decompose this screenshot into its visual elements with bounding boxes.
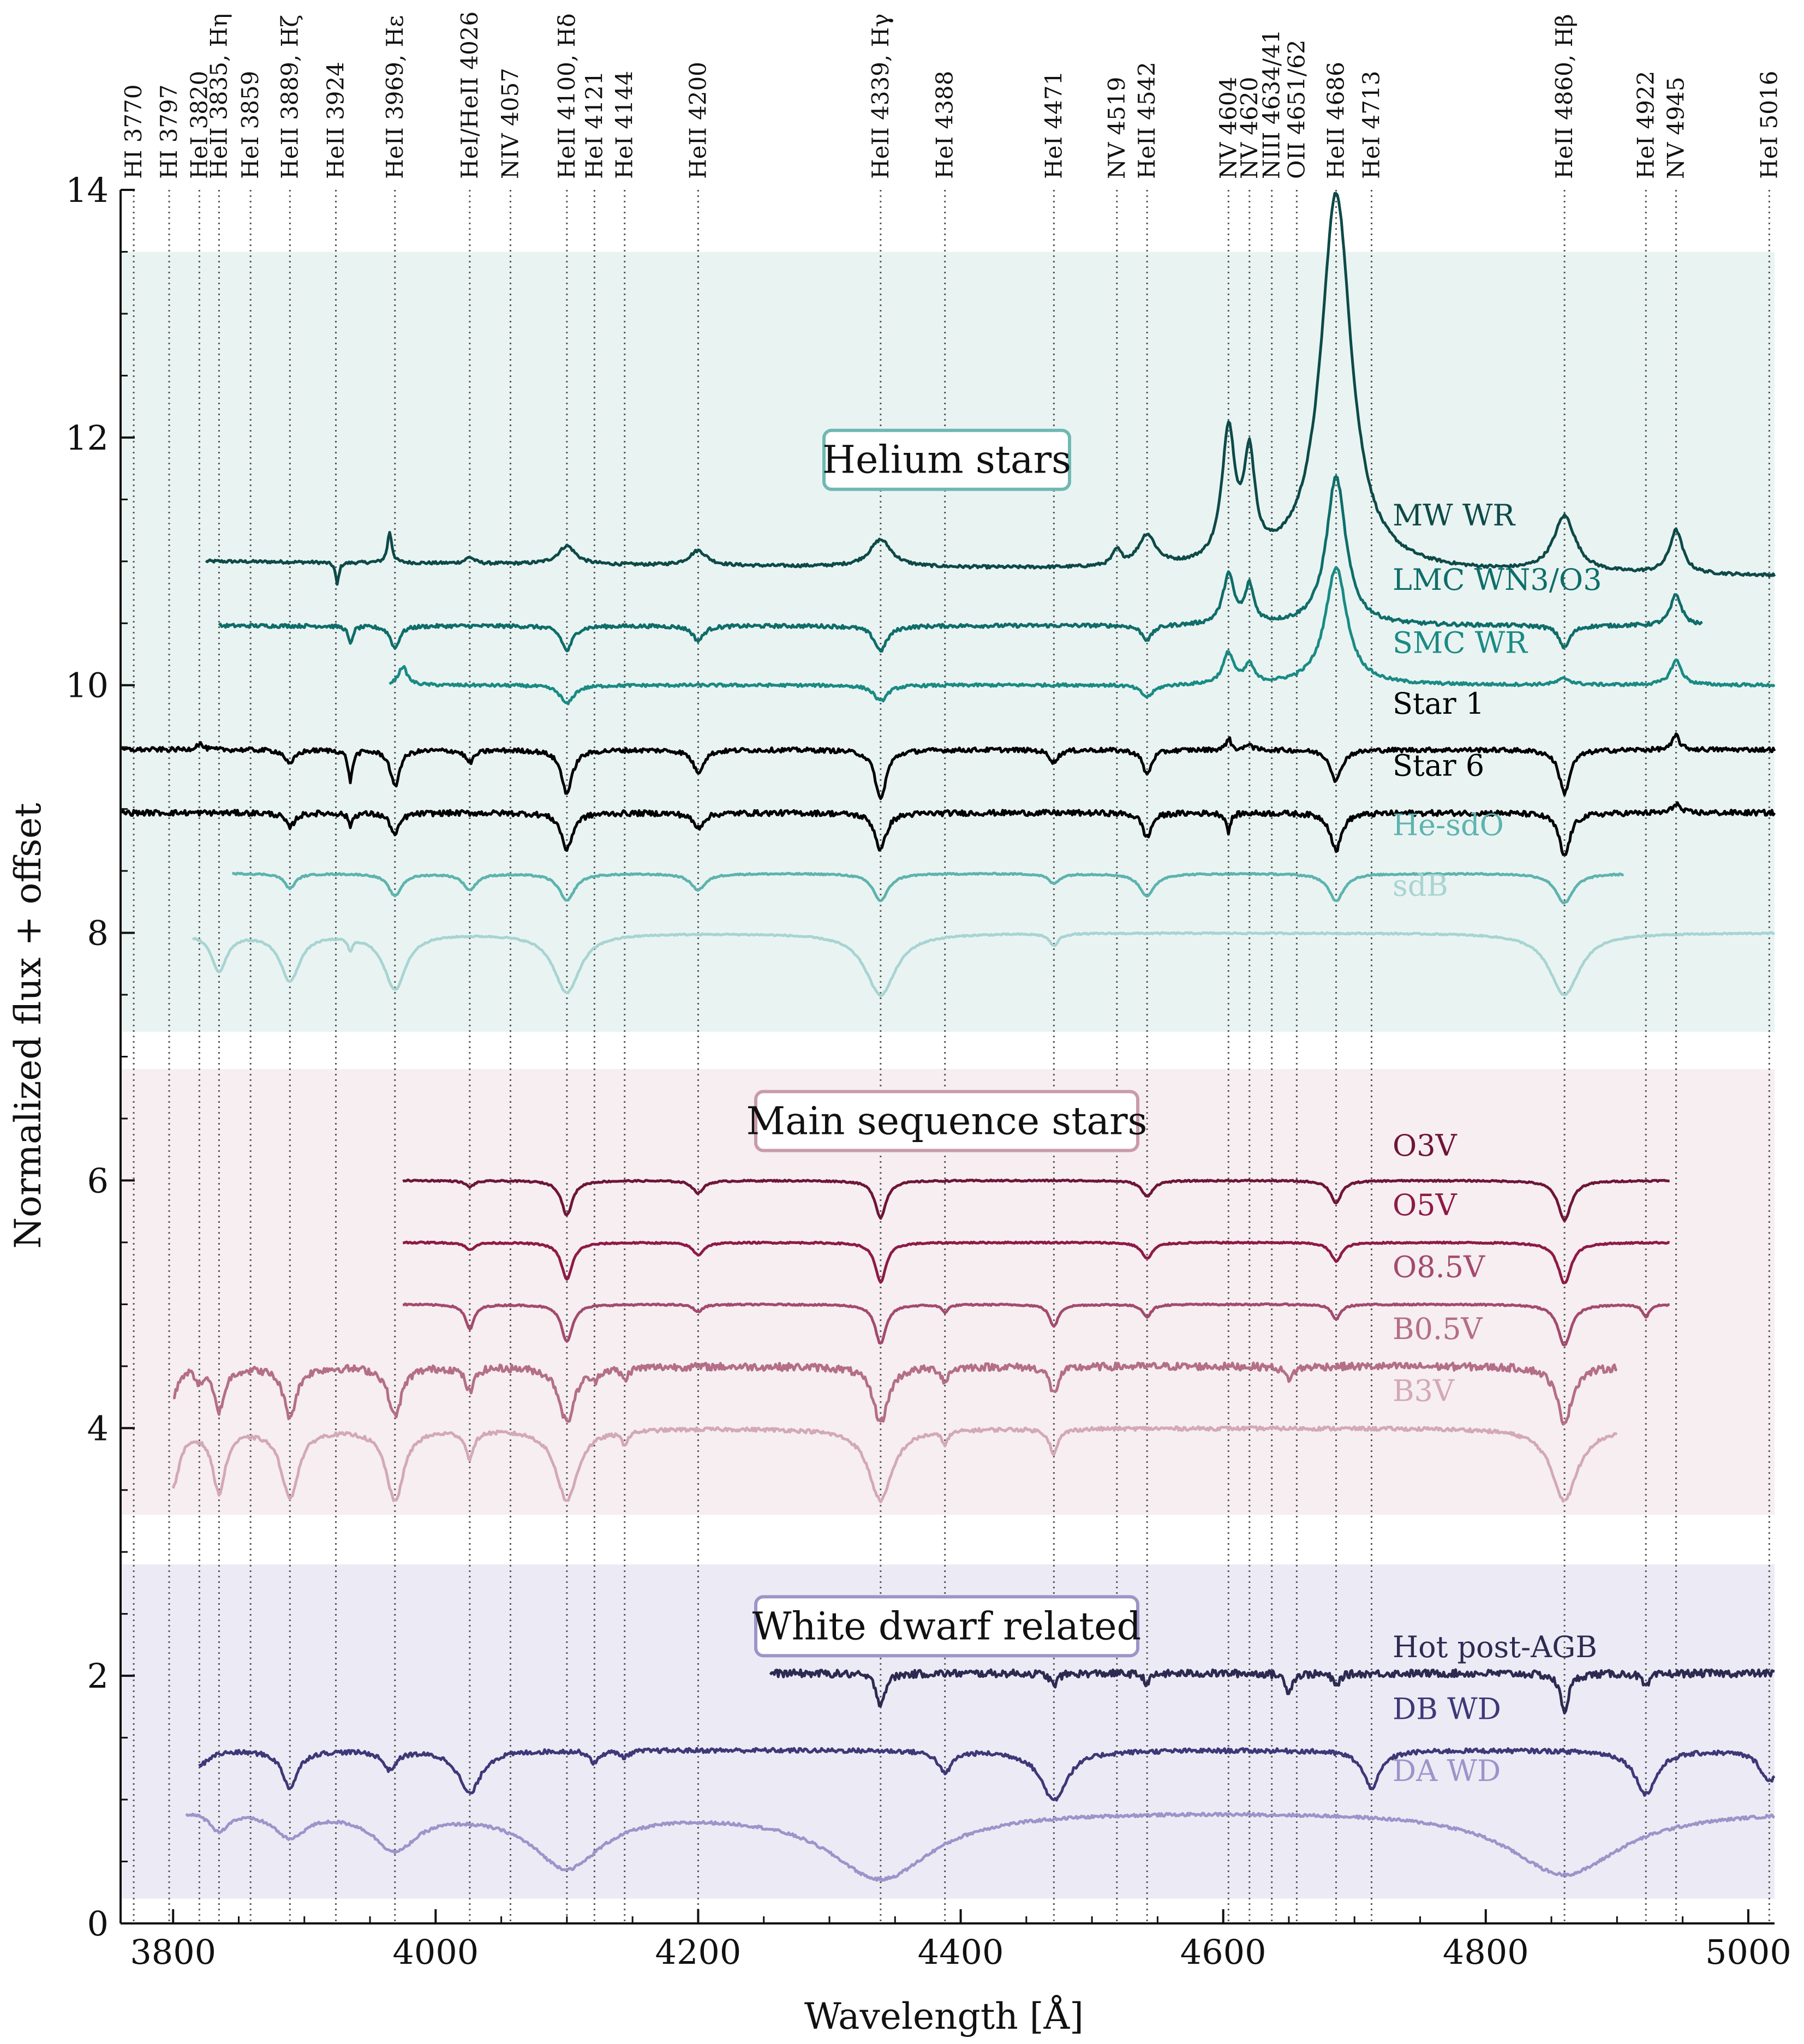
y-tick-label: 0 xyxy=(87,1904,109,1944)
group-title-main-sequence-stars: Main sequence stars xyxy=(746,1099,1148,1144)
line-marker-label: HeI 4922 xyxy=(1632,71,1659,179)
line-marker-label: HeI 3820 xyxy=(186,71,212,179)
y-axis-title: Normalized flux + offset xyxy=(7,803,49,1248)
line-marker-label: HeI 4144 xyxy=(611,71,638,179)
series-label-star-6: Star 6 xyxy=(1393,748,1484,782)
series-line-star-6 xyxy=(120,801,1776,856)
series-label-lmc-wn3-o3: LMC WN3/O3 xyxy=(1393,563,1602,597)
line-marker-label: HeII 4339, Hγ xyxy=(867,14,894,179)
line-marker-label: NV 4519 xyxy=(1103,77,1130,179)
series-label-o5v: O5V xyxy=(1393,1188,1457,1222)
line-marker-label: NIV 4057 xyxy=(497,68,523,179)
series-line-o8-5v xyxy=(402,1302,1670,1347)
line-marker-label: HeI 3859 xyxy=(237,71,264,179)
line-marker-label: HeI 4388 xyxy=(931,71,958,179)
x-axis-title: Wavelength [Å] xyxy=(804,1995,1084,2037)
line-marker-label: HeI 5016 xyxy=(1755,71,1782,179)
series-label-mw-wr: MW WR xyxy=(1393,498,1515,533)
line-marker-label: NV 4620 xyxy=(1236,77,1263,179)
line-marker-label: HeII 4200 xyxy=(684,62,711,179)
series-label-b3v: B3V xyxy=(1393,1373,1455,1408)
group-title-helium-stars: Helium stars xyxy=(822,438,1071,482)
group-band-helium-stars xyxy=(121,252,1775,1032)
x-tick-label: 4000 xyxy=(392,1932,479,1972)
x-tick-label: 4200 xyxy=(655,1932,742,1972)
line-marker-label: HeII 4686 xyxy=(1323,62,1349,179)
series-line-lmc-wn3-o3 xyxy=(218,475,1703,653)
group-title-box-helium-stars xyxy=(822,428,1071,491)
line-marker-label: HeII 3969, Hε xyxy=(381,15,408,179)
x-tick-label: 3800 xyxy=(130,1932,216,1972)
group-title-box-main-sequence-stars xyxy=(754,1090,1139,1152)
line-marker-label: HeII 4542 xyxy=(1133,62,1160,179)
series-label-o8-5v: O8.5V xyxy=(1393,1250,1485,1284)
line-marker-label: HeI 4471 xyxy=(1040,71,1067,179)
series-line-he-sdo xyxy=(232,871,1624,905)
line-marker-label: HeII 4100, Hδ xyxy=(553,13,580,179)
line-marker-label: HeII 3924 xyxy=(322,62,349,179)
series-label-o3v: O3V xyxy=(1393,1128,1457,1163)
y-tick-label: 6 xyxy=(87,1161,109,1200)
series-line-star-1 xyxy=(120,732,1776,800)
x-tick-label: 5000 xyxy=(1705,1932,1791,1972)
y-tick-label: 14 xyxy=(65,170,109,210)
line-marker-label: HeII 3889, Hζ xyxy=(276,15,303,179)
line-marker-label: OII 4651/62 xyxy=(1283,40,1310,179)
series-label-db-wd: DB WD xyxy=(1393,1692,1501,1726)
series-line-o5v xyxy=(402,1240,1670,1284)
y-tick-label: 8 xyxy=(87,913,109,953)
line-marker-label: HeII 4860, Hβ xyxy=(1551,14,1578,179)
y-tick-label: 2 xyxy=(87,1656,109,1696)
series-line-o3v xyxy=(402,1178,1670,1222)
series-label-da-wd: DA WD xyxy=(1393,1754,1501,1788)
series-line-hot-post-agb xyxy=(769,1668,1775,1715)
series-line-mw-wr xyxy=(205,192,1776,586)
series-label-b0-5v: B0.5V xyxy=(1393,1312,1483,1346)
line-marker-label: HeI 4713 xyxy=(1358,71,1384,179)
y-tick-label: 12 xyxy=(65,418,109,458)
series-label-he-sdo: He-sdO xyxy=(1393,808,1504,842)
series-label-star-1: Star 1 xyxy=(1393,686,1484,721)
line-marker-label: NV 4945 xyxy=(1663,77,1689,179)
series-label-sdb: sdB xyxy=(1393,868,1448,903)
y-tick-label: 4 xyxy=(87,1408,109,1448)
line-marker-label: HeII 3835, Hη xyxy=(205,14,232,179)
group-title-box-white-dwarf-related xyxy=(754,1595,1139,1658)
group-title-white-dwarf-related: White dwarf related xyxy=(752,1604,1142,1648)
series-label-hot-post-agb: Hot post-AGB xyxy=(1393,1630,1597,1664)
y-tick-label: 10 xyxy=(65,666,109,706)
series-line-b0-5v xyxy=(172,1361,1618,1426)
x-tick-label: 4800 xyxy=(1443,1932,1529,1972)
line-marker-label: HeI 4121 xyxy=(581,71,607,179)
line-marker-label: HeI/HeII 4026 xyxy=(456,11,483,179)
series-label-smc-wr: SMC WR xyxy=(1393,626,1528,660)
series-line-b3v xyxy=(171,1425,1618,1503)
line-marker-label: HI 3797 xyxy=(156,85,182,179)
series-line-smc-wr xyxy=(389,566,1776,706)
line-marker-label: NV 4604 xyxy=(1215,77,1241,179)
series-line-da-wd xyxy=(185,1812,1775,1882)
line-marker-label: HI 3770 xyxy=(120,85,147,179)
series-line-db-wd xyxy=(198,1747,1776,1802)
series-line-sdb xyxy=(192,931,1775,997)
x-tick-label: 4400 xyxy=(918,1932,1004,1972)
line-marker-label: NIII 4634/41 xyxy=(1258,29,1285,179)
x-tick-label: 4600 xyxy=(1180,1932,1267,1972)
